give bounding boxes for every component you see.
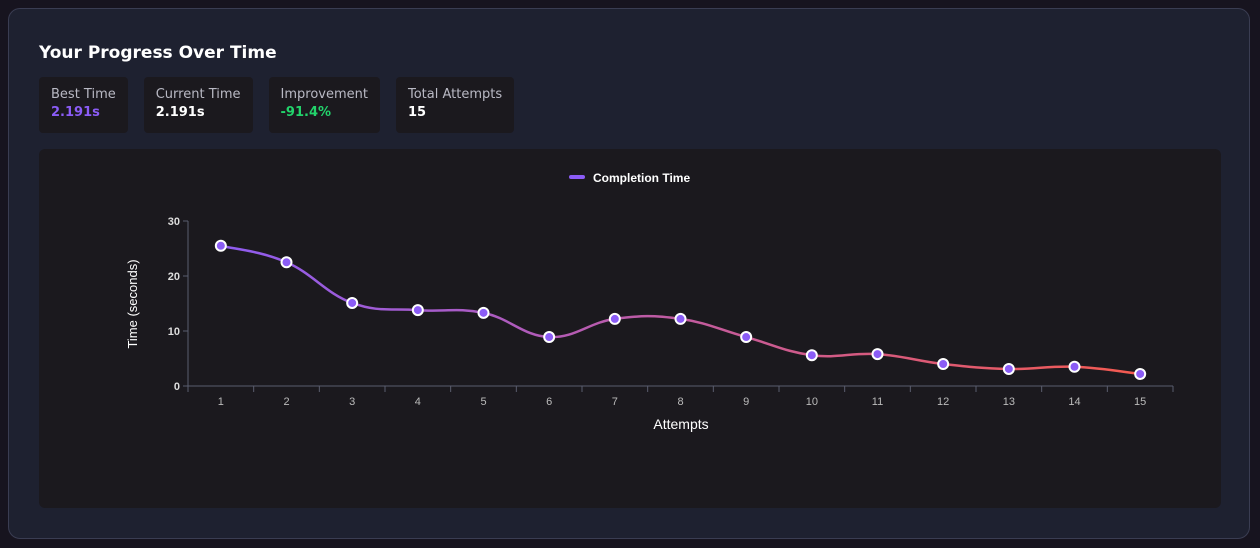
- y-tick-label: 30: [168, 216, 180, 228]
- x-tick-label: 8: [677, 396, 683, 408]
- stat-label: Improvement: [280, 87, 368, 102]
- x-tick-label: 12: [937, 396, 949, 408]
- data-point: [280, 256, 293, 269]
- stat-value: -91.4%: [280, 105, 332, 120]
- data-point: [477, 306, 490, 319]
- data-point: [805, 349, 818, 362]
- stat-improvement: Improvement -91.4%: [268, 77, 380, 133]
- progress-card: Your Progress Over Time Best Time 2.191s…: [8, 8, 1250, 539]
- stat-label: Total Attempts: [407, 87, 503, 102]
- x-tick-label: 5: [480, 396, 486, 408]
- x-tick-label: 15: [1134, 396, 1146, 408]
- data-point: [871, 348, 884, 361]
- stat-value: 2.191s: [155, 105, 205, 120]
- x-tick-label: 13: [1003, 396, 1015, 408]
- y-tick-label: 10: [168, 326, 180, 338]
- x-tick-label: 3: [349, 396, 355, 408]
- legend[interactable]: Completion Time: [569, 171, 690, 185]
- stats-row: Best Time 2.191s Current Time 2.191s Imp…: [39, 77, 515, 133]
- data-point: [1134, 367, 1147, 380]
- data-point: [937, 358, 950, 370]
- stat-value: 2.191s: [51, 105, 100, 120]
- x-tick-label: 4: [415, 396, 421, 408]
- stat-total-attempts: Total Attempts 15: [395, 77, 515, 133]
- x-tick-label: 14: [1068, 396, 1080, 408]
- stat-label: Current Time: [155, 87, 241, 102]
- x-tick-label: 11: [872, 396, 883, 408]
- data-point: [543, 331, 556, 344]
- data-point: [674, 312, 687, 325]
- chart-panel: [39, 149, 1221, 508]
- data-point: [346, 296, 359, 309]
- x-tick-label: 6: [546, 396, 552, 408]
- data-point: [411, 304, 424, 317]
- y-tick-label: 0: [174, 381, 180, 393]
- stat-current-time: Current Time 2.191s: [143, 77, 253, 133]
- stat-label: Best Time: [51, 87, 116, 102]
- x-tick-label: 2: [283, 396, 289, 408]
- data-point: [1068, 360, 1081, 373]
- x-tick-label: 1: [218, 396, 224, 408]
- stat-value: 15: [407, 105, 427, 120]
- series-line: [220, 244, 1141, 376]
- x-tick-label: 9: [743, 396, 749, 408]
- page-title: Your Progress Over Time: [39, 43, 277, 63]
- data-point: [608, 312, 621, 325]
- y-axis-title: Time (seconds): [125, 259, 140, 348]
- x-axis-title: Attempts: [653, 416, 708, 432]
- stat-best-time: Best Time 2.191s: [39, 77, 128, 133]
- x-tick-label: 7: [612, 396, 618, 408]
- x-tick-label: 10: [806, 396, 818, 408]
- data-point: [740, 331, 753, 344]
- data-point: [214, 239, 227, 252]
- legend-label: Completion Time: [593, 171, 690, 185]
- legend-swatch: [569, 175, 585, 179]
- data-point: [1002, 362, 1015, 375]
- y-tick-label: 20: [168, 271, 180, 283]
